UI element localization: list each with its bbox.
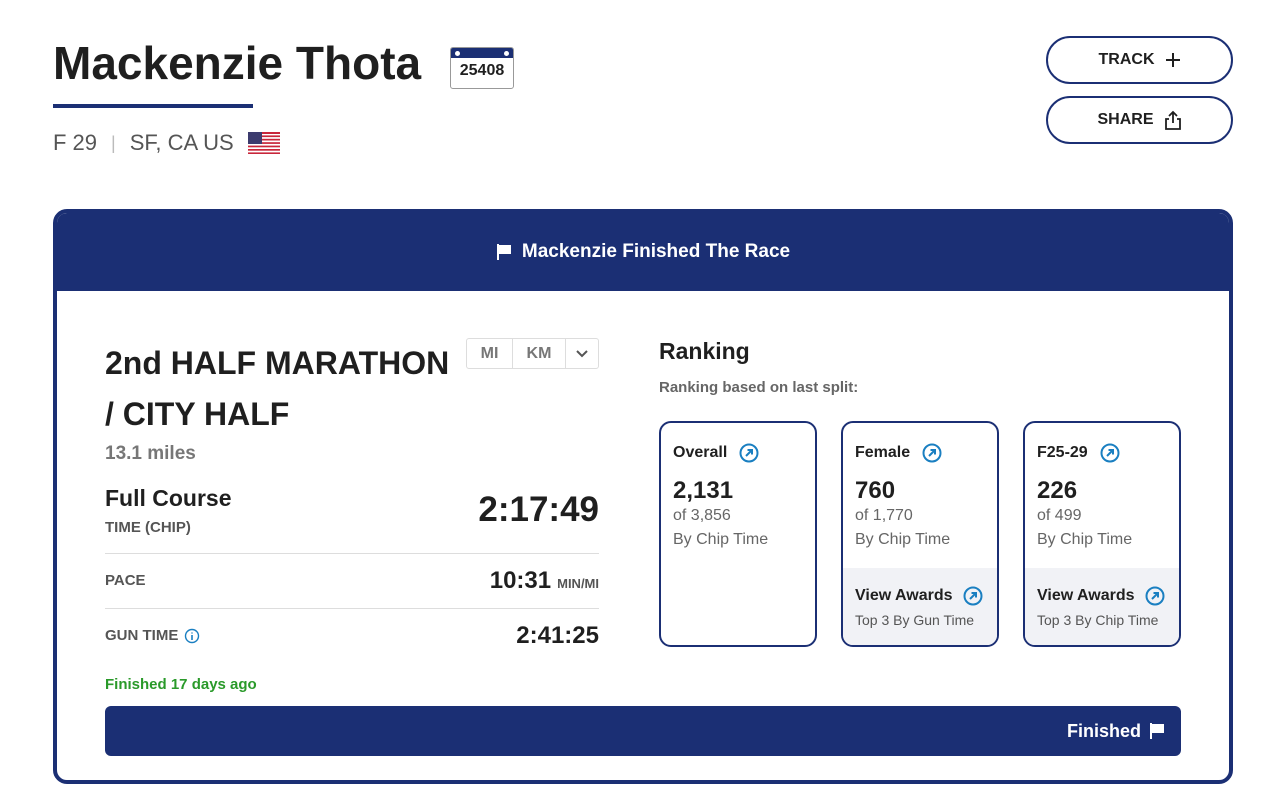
link-icon[interactable] xyxy=(1145,586,1165,606)
awards-text: View Awards xyxy=(1037,587,1135,604)
link-icon[interactable] xyxy=(922,443,942,463)
awards[interactable]: View Awards Top 3 By Chip Time xyxy=(1025,568,1179,645)
pace-value: 10:31 xyxy=(489,567,552,594)
divider xyxy=(105,608,599,609)
rank: 2,131 xyxy=(673,477,734,504)
unit-km[interactable]: KM xyxy=(513,339,566,368)
link-icon[interactable] xyxy=(1100,443,1120,463)
finished-ago: Finished 17 days ago xyxy=(105,676,257,693)
pace-unit: MIN/MI xyxy=(557,576,599,591)
pace: 10:31 MIN/MI xyxy=(490,567,599,595)
rank: 760 xyxy=(855,477,896,504)
distance: 13.1 miles xyxy=(105,443,196,464)
result-card: Mackenzie Finished The Race xyxy=(53,209,1233,784)
us-flag xyxy=(247,132,280,154)
link-icon[interactable] xyxy=(963,586,983,606)
time-label: TIME (CHIP) xyxy=(105,519,191,536)
bib: 25408 xyxy=(450,47,514,89)
status-bar: Finished xyxy=(105,706,1181,756)
plus-icon xyxy=(1165,53,1180,67)
rank-card: Female 760 of 1,770 By Chip Time View Awa… xyxy=(841,421,999,647)
rank-label: Overall xyxy=(673,443,759,463)
banner-text: Mackenzie Finished The Race xyxy=(521,241,791,262)
race-title: 2nd HALF MARATHON / CITY HALF xyxy=(105,345,450,432)
rank-total: of 499 xyxy=(1037,507,1082,524)
divider xyxy=(105,553,599,554)
rank: 226 xyxy=(1037,477,1078,504)
flag-icon xyxy=(496,244,511,260)
awards-link[interactable]: View Awards xyxy=(1037,586,1165,606)
location: SF, CA US xyxy=(129,130,234,155)
awards-note: Top 3 By Chip Time xyxy=(1037,612,1159,628)
bib-number: 25408 xyxy=(459,62,505,79)
runner-name: Mackenzie Thota xyxy=(53,37,422,89)
gun-time-row: GUN TIME xyxy=(105,627,200,644)
course: Full Course xyxy=(105,485,232,511)
rank-label-text: F25-29 xyxy=(1037,444,1088,461)
rank-total: of 1,770 xyxy=(855,507,913,524)
awards-link[interactable]: View Awards xyxy=(855,586,983,606)
gun-time: 2:41:25 xyxy=(516,622,599,649)
unit-mi[interactable]: MI xyxy=(467,339,513,368)
rank-label: Female xyxy=(855,443,942,463)
banner: Mackenzie Finished The Race xyxy=(57,213,1229,291)
separator: | xyxy=(111,132,116,153)
rank-label: F25-29 xyxy=(1037,443,1120,463)
underline xyxy=(53,104,253,108)
pace-label: PACE xyxy=(105,572,146,589)
share-icon xyxy=(1164,110,1181,130)
rank-basis: By Chip Time xyxy=(855,531,951,548)
unit-dropdown[interactable] xyxy=(566,339,598,368)
awards-note: Top 3 By Gun Time xyxy=(855,612,975,628)
awards[interactable]: View Awards Top 3 By Gun Time xyxy=(843,568,997,645)
rank-label-text: Female xyxy=(855,444,911,461)
rank-card: F25-29 226 of 499 By Chip Time View Award… xyxy=(1023,421,1181,647)
rank-total: of 3,856 xyxy=(673,507,731,524)
ranking-subtitle: Ranking based on last split: xyxy=(659,379,859,396)
share-button[interactable]: SHARE xyxy=(1046,96,1233,144)
rank-basis: By Chip Time xyxy=(1037,531,1133,548)
unit-toggle: MI KM xyxy=(466,338,599,369)
gender-age: F 29 xyxy=(53,130,98,155)
rank-card: Overall 2,131 of 3,856 By Chip Time xyxy=(659,421,817,647)
track-label: TRACK xyxy=(1098,51,1155,68)
bib-top xyxy=(451,48,513,58)
info-icon[interactable] xyxy=(184,628,200,644)
gun-label: GUN TIME xyxy=(105,627,179,644)
runner-info: F 29 | SF, CA US xyxy=(53,130,280,156)
status: Finished xyxy=(1066,720,1141,741)
ranking-title: Ranking xyxy=(659,338,750,364)
track-button[interactable]: TRACK xyxy=(1046,36,1233,84)
rank-label-text: Overall xyxy=(673,444,728,461)
flag-icon xyxy=(1150,723,1164,739)
rank-basis: By Chip Time xyxy=(673,531,769,548)
share-label: SHARE xyxy=(1097,111,1154,128)
chip-time: 2:17:49 xyxy=(478,490,599,529)
link-icon[interactable] xyxy=(739,443,759,463)
awards-text: View Awards xyxy=(855,587,953,604)
